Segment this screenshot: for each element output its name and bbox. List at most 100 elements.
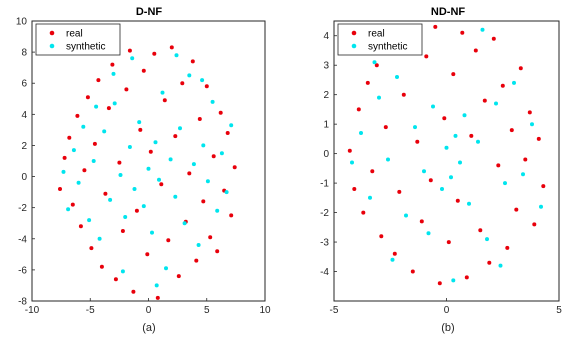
point-synthetic: [102, 129, 107, 134]
legend-marker-real: [49, 30, 55, 36]
point-synthetic: [458, 160, 462, 165]
point-real: [159, 182, 164, 187]
point-real: [127, 48, 132, 53]
point-synthetic: [372, 60, 377, 65]
point-synthetic: [108, 197, 113, 202]
point-synthetic: [196, 243, 201, 247]
legend-box: [337, 23, 423, 56]
point-real: [173, 134, 178, 139]
point-real: [113, 277, 118, 282]
chart-title: D-NF: [136, 6, 163, 18]
point-synthetic: [386, 157, 390, 162]
point-real: [451, 72, 456, 77]
point-real: [505, 245, 510, 250]
point-synthetic: [201, 143, 206, 148]
point-real: [523, 157, 528, 162]
point-real: [166, 238, 171, 243]
y-tick-label: 0: [323, 149, 329, 160]
y-tick-label: 3: [323, 61, 329, 72]
point-synthetic: [453, 133, 458, 138]
y-tick-label: 8: [21, 48, 27, 59]
point-real: [155, 295, 160, 300]
point-synthetic: [112, 101, 117, 106]
point-synthetic: [498, 263, 503, 268]
point-real: [96, 78, 101, 83]
legend-marker-real: [351, 30, 357, 36]
point-synthetic: [154, 283, 159, 288]
y-tick-label: -4: [18, 234, 27, 245]
point-real: [232, 165, 237, 170]
point-synthetic: [150, 230, 154, 235]
point-synthetic: [476, 139, 480, 144]
point-real: [211, 154, 216, 159]
point-real: [419, 219, 424, 224]
point-synthetic: [66, 207, 71, 212]
point-real: [487, 260, 492, 265]
panel-caption: (a): [142, 322, 155, 334]
point-real: [197, 117, 202, 121]
panel-caption: (b): [441, 322, 454, 334]
x-tick-label: -10: [25, 305, 40, 316]
point-synthetic: [71, 148, 76, 153]
legend-label-synthetic: synthetic: [368, 42, 407, 53]
point-real: [134, 208, 139, 213]
point-synthetic: [205, 179, 210, 184]
point-real: [82, 168, 87, 173]
point-real: [208, 235, 213, 240]
point-real: [424, 54, 429, 59]
y-tick-label: 10: [16, 17, 28, 28]
point-synthetic: [467, 201, 471, 206]
point-synthetic: [200, 78, 205, 83]
point-real: [527, 110, 532, 115]
point-synthetic: [81, 124, 86, 129]
point-synthetic: [87, 218, 92, 223]
point-real: [148, 149, 153, 154]
point-synthetic: [224, 190, 229, 195]
point-synthetic: [137, 120, 142, 125]
point-synthetic: [141, 204, 146, 209]
point-real: [152, 51, 157, 56]
point-real: [410, 269, 415, 274]
point-synthetic: [426, 231, 431, 236]
point-real: [89, 246, 94, 251]
point-real: [491, 36, 496, 41]
point-real: [176, 274, 181, 279]
point-synthetic: [521, 172, 525, 177]
marks: [58, 45, 237, 300]
point-real: [218, 110, 223, 115]
point-synthetic: [395, 75, 399, 79]
point-real: [190, 59, 195, 64]
point-synthetic: [146, 166, 151, 171]
point-real: [120, 229, 125, 233]
point-synthetic: [449, 175, 453, 180]
point-synthetic: [132, 187, 137, 191]
point-real: [455, 198, 460, 203]
point-real: [67, 135, 72, 140]
point-real: [180, 81, 185, 86]
point-real: [437, 281, 442, 286]
legend-marker-synthetic: [49, 43, 55, 49]
point-synthetic: [210, 99, 215, 104]
point-synthetic: [444, 145, 449, 150]
point-real: [169, 45, 174, 50]
point-real: [99, 264, 104, 269]
point-real: [131, 289, 136, 294]
point-real: [532, 222, 537, 227]
point-real: [460, 30, 465, 35]
point-synthetic: [168, 157, 173, 162]
x-tick-label: 10: [259, 305, 271, 316]
point-synthetic: [91, 159, 96, 163]
point-synthetic: [485, 237, 489, 242]
legend-label-real: real: [66, 29, 83, 40]
x-tick-label: -5: [330, 305, 339, 316]
point-real: [229, 213, 234, 218]
point-real: [145, 252, 150, 257]
point-real: [464, 275, 469, 280]
point-synthetic: [413, 125, 417, 130]
point-real: [496, 163, 501, 168]
y-tick-label: -1: [320, 179, 329, 190]
point-real: [110, 62, 115, 67]
y-tick-label: 2: [21, 141, 27, 152]
